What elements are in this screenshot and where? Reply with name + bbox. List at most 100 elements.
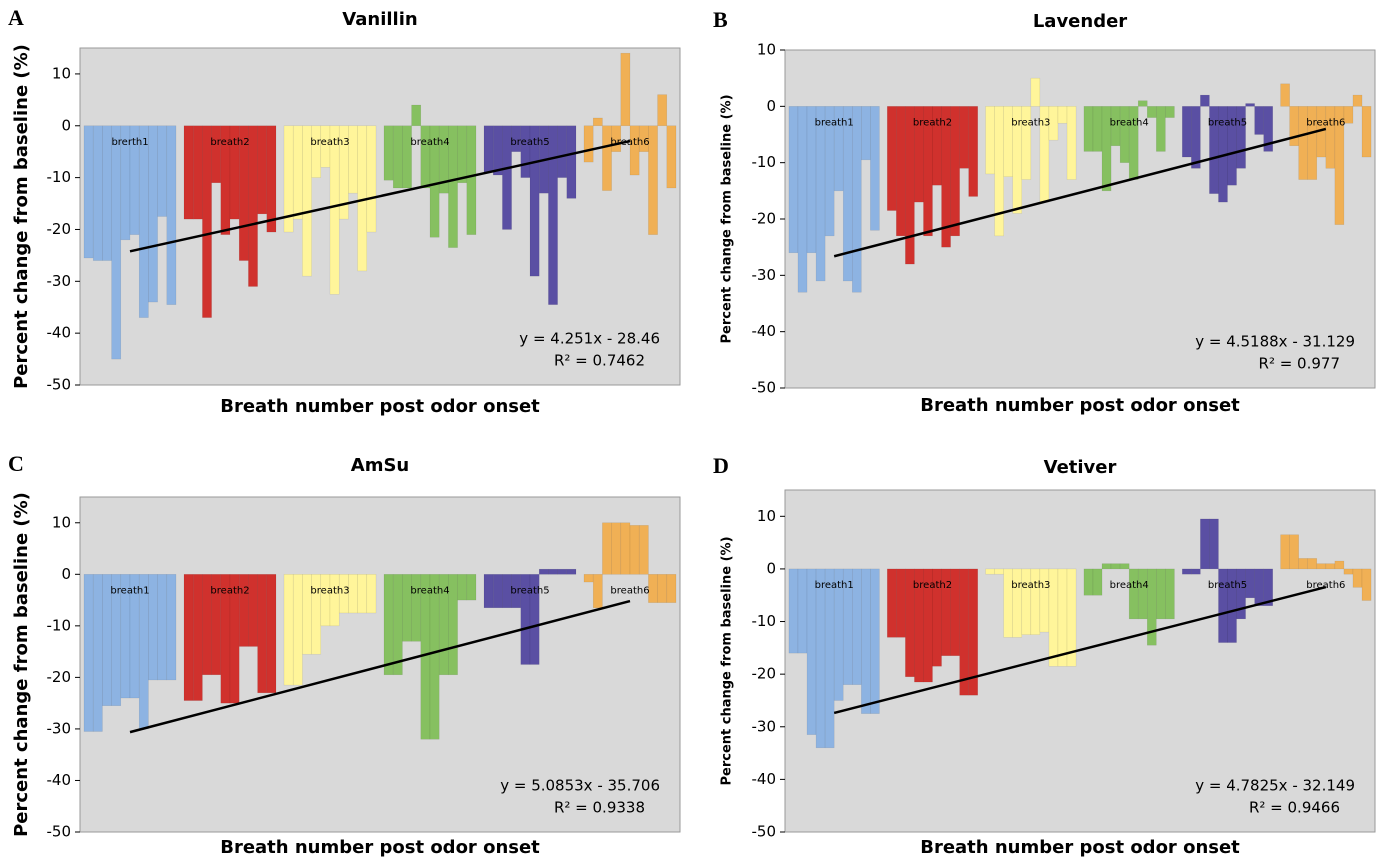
- y-axis-label: Percent change from baseline (%): [11, 492, 32, 837]
- panel-letter: C: [8, 451, 24, 476]
- bar: [1092, 568, 1103, 596]
- bar: [620, 52, 631, 127]
- y-tick-label: -20: [47, 220, 72, 238]
- bar: [248, 125, 258, 287]
- panel-letter: A: [8, 5, 24, 30]
- bar: [583, 574, 594, 583]
- bar: [502, 125, 512, 230]
- bar: [1191, 106, 1201, 169]
- y-tick-label: -10: [47, 616, 72, 634]
- bar: [1209, 518, 1219, 570]
- chart-title: Vanillin: [342, 9, 417, 30]
- bar: [1209, 106, 1219, 194]
- y-tick-label: -20: [47, 668, 72, 686]
- bar: [348, 574, 358, 614]
- trend-equation: y = 4.7825x - 32.149: [1195, 777, 1355, 795]
- y-tick-label: -40: [47, 324, 72, 342]
- r-squared: R² = 0.9338: [554, 799, 645, 817]
- bar: [111, 125, 122, 360]
- bar: [83, 574, 94, 732]
- plot-area: [784, 49, 1376, 389]
- bar: [1165, 568, 1175, 620]
- y-tick-label: -30: [47, 272, 72, 290]
- bar: [629, 125, 640, 176]
- bar: [1101, 563, 1112, 570]
- bar: [1092, 106, 1103, 152]
- bar: [994, 568, 1004, 575]
- series-label: breath5: [510, 585, 549, 596]
- chart-title: AmSu: [351, 455, 409, 476]
- bar: [166, 125, 177, 305]
- series-label: breath2: [913, 117, 952, 128]
- bar: [1200, 94, 1210, 107]
- bar: [1119, 563, 1130, 570]
- bar: [666, 574, 677, 603]
- bar: [629, 525, 640, 575]
- y-tick-label: -30: [47, 719, 72, 737]
- bar: [611, 125, 622, 152]
- series-label: breath6: [1306, 580, 1345, 591]
- bar: [797, 106, 808, 293]
- r-squared: R² = 0.7462: [554, 352, 645, 370]
- series-label: breath4: [1110, 117, 1149, 128]
- y-tick-label: 10: [52, 513, 71, 531]
- series-label: breath4: [410, 137, 449, 148]
- bar: [420, 125, 431, 189]
- bar: [1200, 518, 1210, 570]
- bar: [959, 106, 969, 169]
- y-axis-label: Percent change from baseline (%): [720, 94, 735, 343]
- y-tick-label: 0: [61, 116, 71, 134]
- y-tick-label: 0: [61, 565, 71, 583]
- series-label: breath1: [110, 585, 149, 596]
- r-squared: R² = 0.9466: [1249, 799, 1340, 817]
- bar: [466, 125, 477, 235]
- bar: [861, 568, 871, 714]
- bar: [648, 574, 658, 603]
- x-axis-label: Breath number post odor onset: [220, 837, 540, 858]
- bar: [1361, 106, 1372, 158]
- bar: [887, 106, 897, 211]
- bar: [788, 106, 799, 254]
- bar: [1307, 558, 1318, 570]
- bar: [611, 522, 622, 575]
- bar: [657, 574, 668, 603]
- bar: [1182, 568, 1192, 575]
- bar: [1048, 568, 1059, 667]
- bar: [1147, 106, 1157, 118]
- bar: [392, 125, 403, 189]
- chart-title: Vetiver: [1044, 457, 1117, 478]
- y-tick-label: -50: [47, 376, 72, 394]
- bar: [1245, 103, 1255, 107]
- series-label: breath6: [610, 585, 649, 596]
- bar: [896, 106, 906, 237]
- bar: [1021, 106, 1032, 180]
- bar: [1048, 106, 1059, 141]
- bar: [1361, 568, 1372, 601]
- bar: [797, 568, 808, 654]
- y-tick-label: -10: [47, 168, 72, 186]
- bar: [366, 125, 377, 233]
- bar: [1254, 568, 1264, 607]
- bar: [492, 574, 503, 609]
- bar: [1298, 558, 1308, 570]
- y-tick-label: -20: [752, 665, 777, 683]
- x-axis-label: Breath number post odor onset: [220, 396, 540, 417]
- bar: [1156, 106, 1166, 152]
- bar: [1128, 568, 1139, 620]
- bar: [148, 125, 158, 303]
- trend-equation: y = 4.251x - 28.46: [519, 330, 660, 348]
- bar: [620, 522, 631, 575]
- bar: [592, 574, 603, 609]
- bar: [520, 125, 531, 178]
- plot-area: [784, 489, 1376, 833]
- bar: [592, 117, 603, 127]
- series-label: breath1: [815, 580, 854, 591]
- bar: [1110, 563, 1121, 570]
- bar: [283, 574, 294, 686]
- bar: [202, 125, 212, 318]
- bar: [566, 125, 577, 199]
- y-tick-label: -20: [752, 210, 777, 228]
- plot-area: [79, 47, 681, 386]
- bar: [302, 125, 312, 277]
- series-label: breath6: [1306, 117, 1345, 128]
